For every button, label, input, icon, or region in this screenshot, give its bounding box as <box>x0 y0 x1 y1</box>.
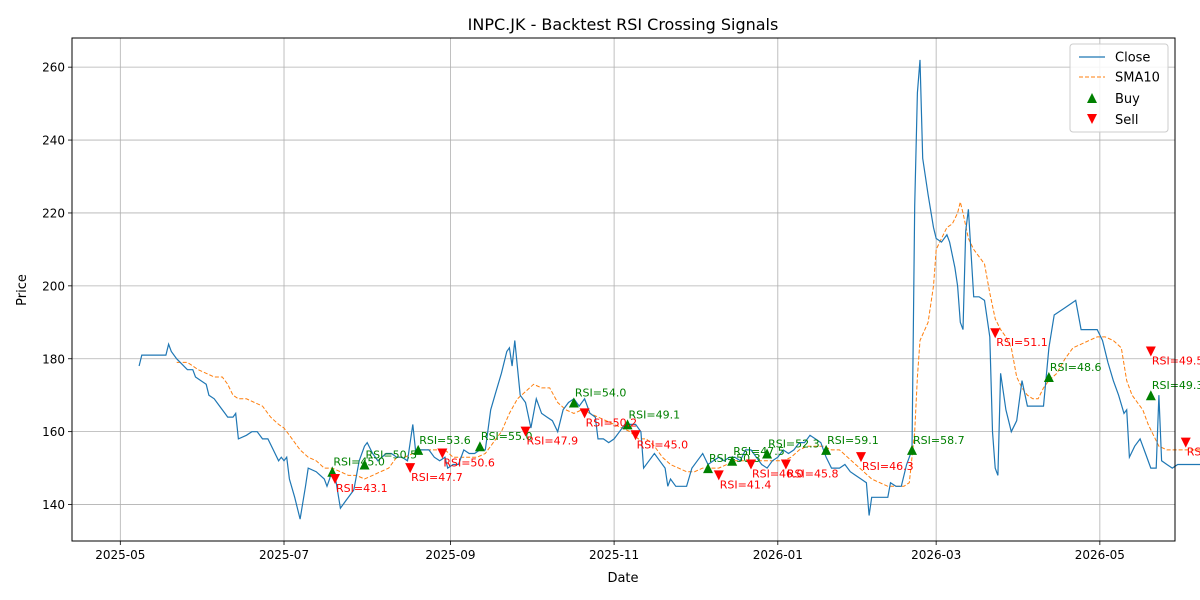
sell-rsi-label: RSI=49.5 <box>1152 354 1200 367</box>
sell-rsi-label: RSI=47.7 <box>411 471 463 484</box>
sell-marker <box>330 474 341 485</box>
x-tick-label: 2025-05 <box>95 548 145 562</box>
sma10-line <box>176 201 1200 487</box>
y-tick-label: 240 <box>42 134 65 148</box>
buy-rsi-label: RSI=58.7 <box>913 434 965 447</box>
buy-marker <box>821 444 832 455</box>
buy-marker <box>906 444 917 455</box>
buy-rsi-label: RSI=59.1 <box>827 434 879 447</box>
axis-ticks: 2025-05 2025-07 2025-09 2025-11 2026-01 2026-… <box>42 61 1125 562</box>
close-line <box>138 59 1200 520</box>
sell-rsi-label: RSI=41.4 <box>720 478 772 491</box>
sell-marker <box>1180 437 1191 448</box>
buy-rsi-label: RSI=55.0 <box>481 430 533 443</box>
buy-rsi-label: RSI=49.3 <box>1152 379 1200 392</box>
sell-rsi-label: RSI=45.0 <box>1187 446 1200 459</box>
y-tick-label: 140 <box>42 498 65 512</box>
buy-marker <box>359 459 370 470</box>
y-tick-label: 180 <box>42 352 65 366</box>
y-tick-label: 220 <box>42 206 65 220</box>
legend: Close SMA10 Buy Sell <box>1069 43 1169 133</box>
sell-rsi-label: RSI=51.1 <box>996 336 1048 349</box>
plot-frame <box>71 37 1176 542</box>
x-tick-label: 2026-05 <box>1075 548 1125 562</box>
buy-marker <box>622 419 633 430</box>
x-tick-label: 2026-03 <box>911 548 961 562</box>
buy-marker <box>703 463 714 474</box>
legend-close-label: Close <box>1115 51 1150 66</box>
x-tick-label: 2025-07 <box>259 548 309 562</box>
sell-marker <box>1145 346 1156 357</box>
sell-rsi-label: RSI=45.8 <box>787 467 839 480</box>
buy-rsi-label: RSI=53.6 <box>419 434 471 447</box>
x-tick-label: 2025-09 <box>425 548 475 562</box>
sell-rsi-label: RSI=43.1 <box>336 482 388 495</box>
y-tick-label: 200 <box>42 279 65 293</box>
buy-rsi-label: RSI=48.6 <box>1050 361 1102 374</box>
buy-marker <box>474 441 485 452</box>
x-axis-label: Date <box>607 571 638 586</box>
legend-sma10-label: SMA10 <box>1115 71 1160 86</box>
legend-box <box>1069 43 1169 133</box>
legend-buy-marker <box>1087 93 1097 103</box>
buy-marker <box>413 444 424 455</box>
buy-marker <box>1145 390 1156 401</box>
buy-rsi-label: RSI=49.1 <box>629 408 681 421</box>
y-axis-label: Price <box>15 274 30 306</box>
buy-rsi-label: RSI=47.5 <box>733 445 785 458</box>
legend-sell-label: Sell <box>1115 113 1138 128</box>
sell-rsi-label: RSI=46.0 <box>752 467 804 480</box>
sell-rsi-label: RSI=50.2 <box>586 416 638 429</box>
sell-rsi-label: RSI=47.9 <box>527 435 579 448</box>
sell-rsi-label: RSI=50.6 <box>443 457 495 470</box>
buy-rsi-label: RSI=52.3 <box>768 438 820 451</box>
y-tick-label: 160 <box>42 425 65 439</box>
sell-marker <box>630 430 641 441</box>
sell-rsi-label: RSI=46.3 <box>862 460 914 473</box>
sell-marker <box>856 452 867 463</box>
sell-marker <box>579 408 590 419</box>
legend-sell-marker <box>1087 114 1097 124</box>
x-tick-label: 2026-01 <box>753 548 803 562</box>
buy-marker <box>568 397 579 408</box>
sell-marker <box>780 459 791 470</box>
chart-title: INPC.JK - Backtest RSI Crossing Signals <box>468 15 779 34</box>
close-series <box>138 59 1200 520</box>
buy-rsi-label: RSI=54.0 <box>575 386 627 399</box>
grid-lines <box>72 38 1175 541</box>
buy-marker <box>727 455 738 466</box>
sell-marker <box>405 463 416 474</box>
buy-marker <box>1043 371 1054 382</box>
buy-rsi-label: RSI=50.5 <box>366 448 418 461</box>
y-tick-label: 260 <box>42 61 65 75</box>
sell-rsi-label: RSI=45.0 <box>637 438 689 451</box>
sell-marker <box>745 459 756 470</box>
sma10-series <box>176 201 1200 487</box>
buy-marker <box>762 448 773 459</box>
buy-rsi-label: RSI=45.0 <box>333 456 385 469</box>
sell-marker <box>520 426 531 437</box>
sell-marker <box>990 328 1001 339</box>
legend-buy-label: Buy <box>1115 92 1140 107</box>
x-tick-label: 2025-11 <box>589 548 639 562</box>
sell-marker <box>713 470 724 481</box>
sell-marker <box>437 448 448 459</box>
